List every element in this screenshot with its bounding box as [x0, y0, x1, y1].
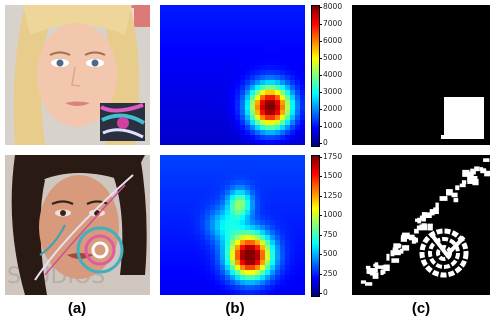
- colorbar-tick-label: 1250: [323, 190, 343, 200]
- colorbar-tick-label: 8000: [323, 2, 343, 11]
- colorbar-tick-mark: [319, 126, 322, 127]
- colorbar-tick-label: 5000: [323, 53, 343, 62]
- colorbar-tick-mark: [319, 24, 322, 25]
- colorbar-tick-label: 7000: [323, 19, 343, 28]
- face-image-bottom: STUDIOS: [5, 155, 150, 295]
- colorbar-tick-mark: [319, 273, 322, 275]
- colorbar-tick-label: 750: [323, 229, 338, 239]
- colorbar-tick-mark: [319, 109, 322, 110]
- colorbar-tick-label: 500: [323, 249, 338, 259]
- colorbar-tick-mark: [319, 41, 322, 42]
- mask-spiral: [360, 158, 490, 286]
- colorbar-tick-label: 1000: [323, 121, 343, 130]
- colorbar-top: [311, 5, 320, 147]
- colorbar-tick-mark: [319, 92, 322, 93]
- colorbar-tick-mark: [319, 7, 322, 8]
- heatmap-top: [160, 5, 305, 145]
- colorbar-tick-mark: [319, 215, 322, 217]
- colorbar-bottom: [311, 155, 320, 297]
- colorbar-tick-mark: [319, 143, 322, 144]
- colorbar-tick-label: 0: [323, 138, 328, 147]
- colorbar-tick-mark: [319, 254, 322, 256]
- caption-a: (a): [67, 300, 87, 317]
- colorbar-tick-label: 4000: [323, 70, 343, 79]
- colorbar-tick-label: 6000: [323, 36, 343, 45]
- colorbar-tick-label: 1750: [323, 152, 343, 161]
- colorbar-tick-label: 1000: [323, 210, 343, 220]
- colorbar-tick-mark: [319, 176, 322, 178]
- colorbar-tick-mark: [319, 58, 322, 59]
- heatmap-bottom-svg: [160, 155, 305, 295]
- colorbar-tick-label: 0: [323, 288, 328, 297]
- caption-c: (c): [411, 300, 431, 317]
- heatmap-top-svg: [160, 5, 305, 145]
- colorbar-tick-label: 1500: [323, 171, 343, 181]
- colorbar-tick-label: 2000: [323, 104, 343, 113]
- colorbar-tick-mark: [319, 234, 322, 236]
- colorbar-tick-mark: [319, 293, 322, 294]
- mask-patch: [444, 97, 484, 139]
- mask-top: [352, 5, 490, 145]
- colorbar-tick-label: 250: [323, 268, 338, 278]
- colorbar-tick-label: 3000: [323, 87, 343, 96]
- face-image-top: [5, 5, 150, 145]
- colorbar-tick-mark: [319, 157, 322, 158]
- caption-b: (b): [225, 300, 245, 317]
- heatmap-bottom: [160, 155, 305, 295]
- colorbar-tick-mark: [319, 195, 322, 197]
- colorbar-tick-mark: [319, 75, 322, 76]
- mask-bottom: [352, 155, 490, 295]
